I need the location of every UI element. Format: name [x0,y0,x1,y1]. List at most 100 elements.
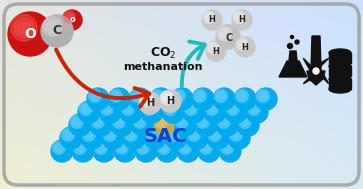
Circle shape [144,104,154,114]
Circle shape [90,91,100,101]
Ellipse shape [329,62,351,70]
Ellipse shape [329,49,351,57]
Circle shape [179,119,185,125]
Circle shape [124,128,138,142]
Circle shape [70,115,83,129]
Circle shape [186,104,196,114]
Circle shape [195,114,217,136]
Text: C: C [52,25,62,37]
Circle shape [219,117,229,127]
Circle shape [116,119,122,125]
Circle shape [81,104,91,114]
Circle shape [87,88,109,110]
Circle shape [204,101,226,123]
Text: o: o [69,15,75,25]
Circle shape [216,25,240,49]
Circle shape [144,127,166,149]
FancyArrowPatch shape [56,50,149,107]
Circle shape [188,106,194,112]
Polygon shape [289,51,297,61]
Text: C: C [225,33,233,43]
Circle shape [73,141,86,155]
Circle shape [77,145,83,151]
Circle shape [112,115,126,129]
Circle shape [206,14,212,20]
Circle shape [45,19,60,34]
Circle shape [126,130,136,140]
Circle shape [203,145,209,151]
Circle shape [183,101,205,123]
Circle shape [239,41,245,47]
Circle shape [120,101,142,123]
Circle shape [105,130,115,140]
Circle shape [81,127,103,149]
Circle shape [233,132,239,138]
Circle shape [238,40,247,49]
Circle shape [214,89,228,102]
Circle shape [164,95,170,101]
Circle shape [103,128,117,142]
Circle shape [111,91,121,101]
Circle shape [90,114,112,136]
Circle shape [162,101,184,123]
Circle shape [176,93,182,99]
Circle shape [54,143,64,153]
Circle shape [43,17,62,36]
Circle shape [199,141,212,155]
Circle shape [41,15,73,47]
Circle shape [202,10,222,30]
Circle shape [290,36,294,39]
Circle shape [61,128,74,142]
Circle shape [99,101,121,123]
Circle shape [216,114,238,136]
Circle shape [156,140,178,162]
Circle shape [200,119,206,125]
Circle shape [91,93,98,99]
Circle shape [195,91,205,101]
Circle shape [63,130,73,140]
Circle shape [187,128,200,142]
Circle shape [132,114,154,136]
Circle shape [151,89,164,102]
Circle shape [240,117,250,127]
Circle shape [159,90,181,112]
Text: methanation: methanation [123,62,203,72]
Polygon shape [307,71,325,85]
Circle shape [52,141,65,155]
Text: H: H [209,15,215,25]
Polygon shape [316,67,329,84]
Polygon shape [329,79,351,89]
Circle shape [226,102,240,115]
Circle shape [207,104,217,114]
Circle shape [198,140,220,162]
Ellipse shape [329,85,351,93]
Circle shape [109,89,123,102]
Circle shape [221,30,228,37]
Circle shape [8,12,52,56]
Circle shape [210,130,220,140]
Circle shape [206,41,226,61]
Circle shape [237,91,247,101]
Circle shape [150,88,172,110]
Circle shape [133,115,147,129]
Circle shape [258,91,268,101]
Circle shape [135,140,157,162]
Circle shape [103,106,110,112]
Circle shape [174,91,184,101]
Text: H: H [238,15,245,25]
Circle shape [72,117,82,127]
Circle shape [174,114,196,136]
Text: O: O [24,27,36,41]
Circle shape [139,92,161,114]
Circle shape [228,104,238,114]
Circle shape [210,45,216,51]
Circle shape [238,93,245,99]
Circle shape [63,11,75,23]
Polygon shape [329,66,351,76]
Circle shape [242,119,248,125]
Circle shape [295,40,299,44]
Circle shape [209,44,218,53]
Circle shape [207,127,229,149]
Circle shape [178,141,192,155]
Circle shape [148,132,155,138]
